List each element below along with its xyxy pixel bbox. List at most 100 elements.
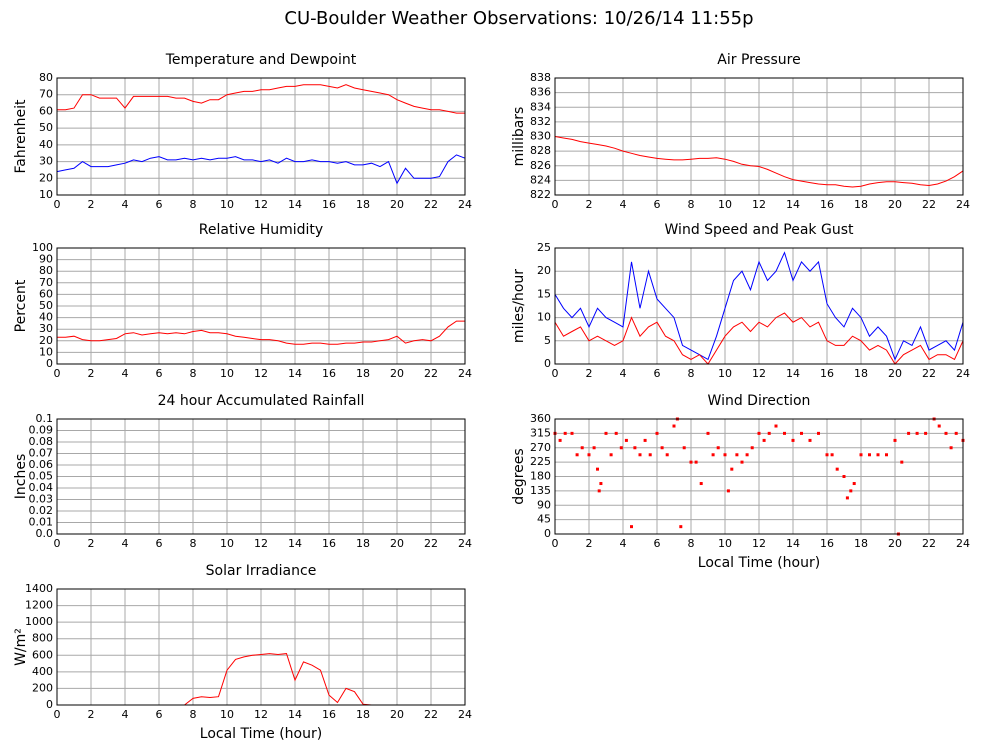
data-point xyxy=(825,453,829,457)
data-point xyxy=(638,453,642,457)
y-tick-label: 80 xyxy=(39,264,53,277)
y-axis-label: millibars xyxy=(511,107,527,167)
plot-frame xyxy=(56,588,466,706)
data-point xyxy=(619,446,623,450)
x-tick-label: 0 xyxy=(552,198,559,211)
plot-frame xyxy=(554,418,964,535)
data-point xyxy=(633,446,637,450)
y-tick-label: 0.0 xyxy=(36,527,54,540)
data-point xyxy=(648,453,652,457)
data-point xyxy=(587,453,591,457)
y-tick-label: 822 xyxy=(530,188,551,201)
x-tick-label: 20 xyxy=(390,537,404,550)
x-tick-label: 18 xyxy=(854,198,868,211)
data-point xyxy=(817,431,820,435)
x-tick-label: 6 xyxy=(156,537,163,550)
y-tick-label: 90 xyxy=(39,253,53,266)
y-tick-label: 70 xyxy=(39,88,53,101)
x-tick-label: 4 xyxy=(122,367,129,380)
y-tick-label: 30 xyxy=(39,322,53,335)
y-tick-label: 100 xyxy=(32,241,53,254)
x-tick-label: 24 xyxy=(458,367,472,380)
x-tick-label: 24 xyxy=(458,198,472,211)
x-tick-label: 18 xyxy=(356,367,370,380)
data-point xyxy=(699,482,703,486)
data-point xyxy=(762,438,766,442)
y-axis-label: degrees xyxy=(511,448,527,504)
data-line xyxy=(554,136,964,188)
y-tick-label: 0 xyxy=(46,357,53,370)
data-point xyxy=(609,453,613,457)
x-tick-label: 20 xyxy=(888,367,902,380)
data-point xyxy=(949,446,953,450)
x-tick-label: 16 xyxy=(322,708,336,721)
y-tick-label: 1200 xyxy=(25,599,53,612)
x-tick-label: 6 xyxy=(156,708,163,721)
data-point xyxy=(774,424,778,428)
x-tick-label: 10 xyxy=(718,198,732,211)
x-tick-label: 2 xyxy=(88,367,95,380)
data-point xyxy=(791,438,795,442)
x-tick-label: 20 xyxy=(888,198,902,211)
x-axis-label: Local Time (hour) xyxy=(200,726,322,742)
data-point xyxy=(672,424,676,428)
y-tick-label: 50 xyxy=(39,121,53,134)
y-tick-label: 40 xyxy=(39,138,53,151)
x-tick-label: 18 xyxy=(854,537,868,550)
x-tick-label: 8 xyxy=(688,367,695,380)
data-point xyxy=(842,475,846,478)
data-line xyxy=(554,251,964,361)
x-tick-label: 16 xyxy=(322,367,336,380)
data-point xyxy=(900,460,904,464)
data-line xyxy=(57,320,465,345)
x-tick-label: 14 xyxy=(288,367,302,380)
data-point xyxy=(580,446,584,450)
chart-title: Wind Speed and Peak Gust xyxy=(665,222,854,238)
x-tick-label: 4 xyxy=(620,537,627,550)
data-point xyxy=(599,482,603,486)
x-axis-label: Local Time (hour) xyxy=(698,555,820,571)
x-tick-label: 0 xyxy=(54,198,61,211)
y-tick-label: 60 xyxy=(39,104,53,117)
y-tick-label: 0 xyxy=(46,698,53,711)
data-point xyxy=(679,525,683,529)
x-tick-label: 22 xyxy=(922,537,936,550)
x-tick-label: 14 xyxy=(786,198,800,211)
data-point xyxy=(694,460,698,464)
data-point xyxy=(563,431,567,435)
plot-frame xyxy=(554,77,964,196)
y-tick-label: 600 xyxy=(32,648,53,661)
y-axis-label: miles/hour xyxy=(511,269,527,343)
data-point xyxy=(845,496,849,500)
y-tick-label: 0.08 xyxy=(29,435,54,448)
x-tick-label: 22 xyxy=(424,367,438,380)
x-tick-label: 14 xyxy=(288,198,302,211)
data-point xyxy=(740,460,744,464)
y-tick-label: 25 xyxy=(537,241,551,254)
x-tick-label: 10 xyxy=(718,367,732,380)
x-tick-label: 16 xyxy=(820,537,834,550)
x-tick-label: 12 xyxy=(752,537,766,550)
data-point xyxy=(660,446,664,450)
y-tick-label: 0 xyxy=(544,357,551,370)
data-point xyxy=(630,525,633,529)
data-point xyxy=(614,431,618,435)
y-tick-label: 1400 xyxy=(25,582,53,595)
y-tick-label: 834 xyxy=(530,100,551,113)
chart-title: Wind Direction xyxy=(708,393,811,409)
y-tick-label: 0.01 xyxy=(29,516,54,529)
x-tick-label: 6 xyxy=(156,367,163,380)
y-tick-label: 0 xyxy=(544,527,551,540)
data-point xyxy=(575,453,579,457)
data-point xyxy=(624,438,628,442)
x-tick-label: 24 xyxy=(956,537,970,550)
y-tick-label: 0.02 xyxy=(29,504,54,517)
x-tick-label: 18 xyxy=(356,537,370,550)
data-point xyxy=(954,431,958,435)
x-tick-label: 22 xyxy=(424,198,438,211)
x-tick-label: 2 xyxy=(88,198,95,211)
data-point xyxy=(643,438,647,442)
